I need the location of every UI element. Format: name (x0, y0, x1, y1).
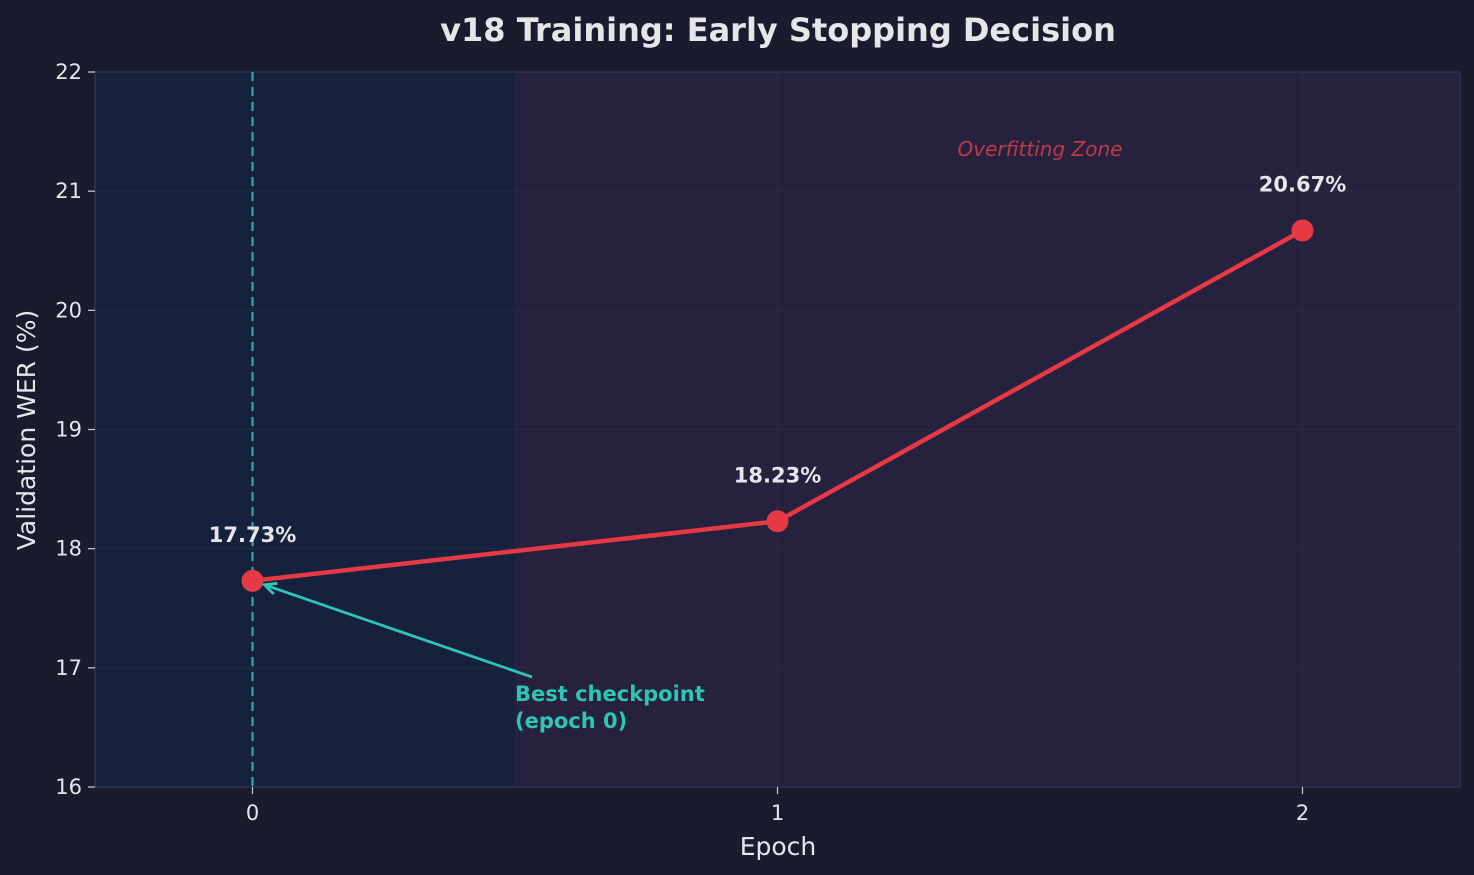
y-tick-label: 17 (55, 656, 82, 680)
annotation-arrowhead (261, 581, 278, 595)
data-label: 17.73% (209, 523, 296, 547)
annotation-text: (epoch 0) (515, 709, 627, 733)
y-tick-label: 22 (55, 60, 82, 84)
y-tick-label: 21 (55, 179, 82, 203)
safe-zone (95, 72, 515, 787)
x-axis-title: Epoch (740, 832, 817, 861)
annotation-arrow (264, 583, 533, 679)
overfitting-zone (515, 72, 1460, 787)
data-point (1291, 219, 1314, 242)
y-tick-label: 20 (55, 298, 82, 322)
y-axis-title: Validation WER (%) (12, 310, 41, 551)
overfitting-zone-label: Overfitting Zone (958, 137, 1123, 161)
plot-area: 16 17 18 19 20 21 22 0 1 2 Overfitting Zone 17.73% 1… (55, 60, 1461, 825)
data-label: 18.23% (734, 463, 821, 487)
annotation-text: Best checkpoint (515, 682, 705, 706)
data-point (766, 510, 789, 533)
x-tick-label: 0 (246, 801, 259, 825)
y-tick-label: 18 (55, 537, 82, 561)
x-tick-label: 1 (771, 801, 784, 825)
x-tick-label: 2 (1296, 801, 1309, 825)
data-label: 20.67% (1259, 172, 1346, 196)
y-tick-label: 19 (55, 418, 82, 442)
y-tick-label: 16 (55, 775, 82, 799)
chart-title: v18 Training: Early Stopping Decision (440, 11, 1116, 49)
data-point (241, 569, 264, 592)
